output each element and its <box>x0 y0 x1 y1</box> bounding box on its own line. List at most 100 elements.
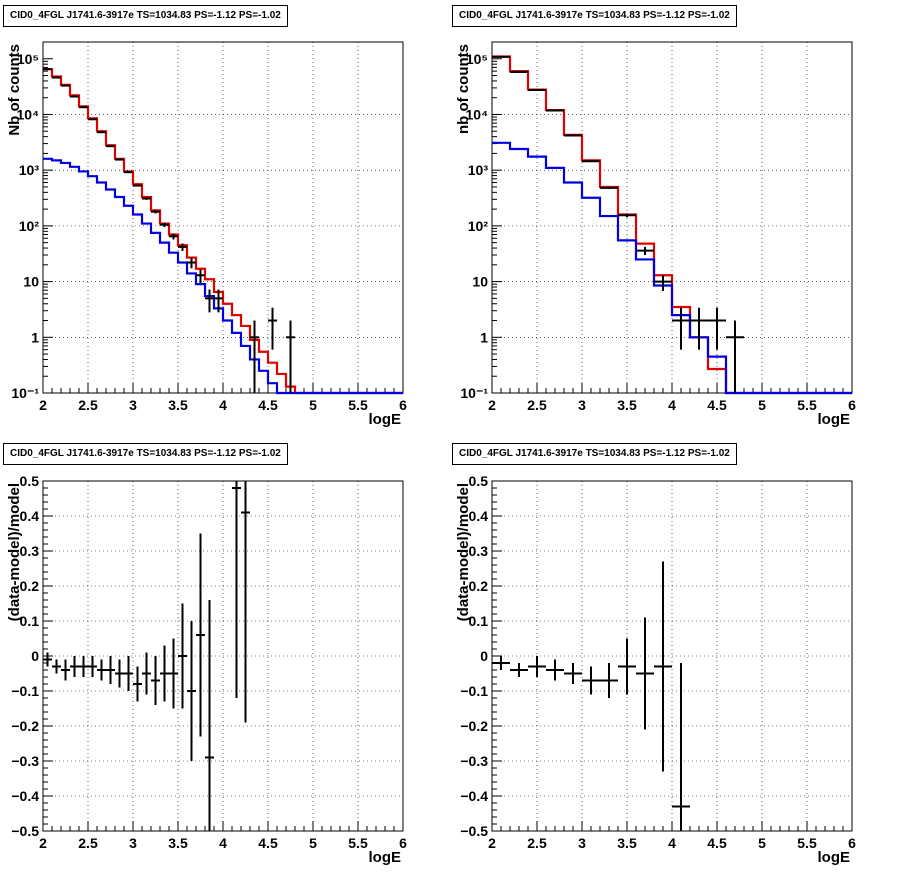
x-tick-label: 5.5 <box>797 397 817 413</box>
series-step-line-blue <box>492 141 852 395</box>
chart-title: CID0_4FGL J1741.6-3917e TS=1034.83 PS=-1… <box>3 5 288 27</box>
chart-title: CID0_4FGL J1741.6-3917e TS=1034.83 PS=-1… <box>3 443 288 465</box>
data-point <box>672 663 690 831</box>
data-point <box>97 659 106 681</box>
chart-title: CID0_4FGL J1741.6-3917e TS=1034.83 PS=-1… <box>452 443 737 465</box>
y-tick-label: 10⁵ <box>466 51 488 67</box>
y-tick-label: 10² <box>19 218 40 234</box>
x-tick-label: 5 <box>758 835 766 851</box>
y-tick-label: 10⁴ <box>17 106 40 122</box>
y-tick-label: −0.2 <box>11 718 39 734</box>
x-axis-label: logE <box>818 849 851 866</box>
x-tick-label: 2.5 <box>78 835 98 851</box>
data-point <box>151 656 160 705</box>
y-tick-label: 1 <box>31 329 39 345</box>
data-point <box>726 320 744 393</box>
data-point <box>654 274 672 291</box>
y-tick-label: −0.5 <box>460 823 488 839</box>
data-point <box>124 171 133 174</box>
y-tick-label: 10⁴ <box>466 106 489 122</box>
data-point <box>582 666 600 695</box>
y-tick-label: 0.3 <box>20 543 40 559</box>
y-tick-label: 10⁵ <box>17 51 39 67</box>
x-axis-label: logE <box>369 849 402 866</box>
data-point <box>564 663 582 684</box>
data-point <box>214 289 223 313</box>
data-point <box>160 645 169 702</box>
x-axis-label: logE <box>818 411 851 428</box>
data-point <box>178 603 187 709</box>
data-point <box>528 656 546 677</box>
y-tick-label: −0.4 <box>460 788 488 804</box>
data-point <box>61 659 70 681</box>
data-point <box>88 656 97 677</box>
chart-panel-3: 2 2.5 3 3.5 4 4.5 5 5.5 6 −0.5 −0.4 −0.3 −0.2 −0.1 0 0.… <box>6 473 407 866</box>
data-point <box>169 638 178 709</box>
y-tick-label: −0.2 <box>460 718 488 734</box>
data-point <box>70 656 79 677</box>
x-tick-label: 3 <box>129 397 137 413</box>
y-axis-label: (data-model)/model <box>455 483 472 621</box>
data-point <box>196 269 205 284</box>
data-point <box>286 320 295 393</box>
data-point <box>142 197 151 200</box>
x-tick-label: 3 <box>578 397 586 413</box>
data-point <box>546 659 564 681</box>
data-point <box>124 656 133 691</box>
y-tick-label: 0.2 <box>469 578 489 594</box>
data-point <box>492 656 510 670</box>
x-tick-label: 5 <box>758 397 766 413</box>
y-tick-label: 0.3 <box>469 543 489 559</box>
y-tick-label: 0.1 <box>469 613 489 629</box>
y-tick-label: 10 <box>472 274 488 290</box>
y-tick-label: 10³ <box>468 162 489 178</box>
x-tick-label: 6 <box>848 835 856 851</box>
y-tick-label: 0 <box>31 648 39 664</box>
data-point <box>636 246 654 256</box>
chart-panel-1: 2 2.5 3 3.5 4 4.5 5 5.5 6 10⁻¹ 1 10 10² 10³ 10⁴ 10⁵ logE… <box>6 41 407 428</box>
y-tick-label: 10 <box>23 274 39 290</box>
x-tick-label: 4.5 <box>707 397 727 413</box>
data-point <box>618 213 636 218</box>
data-point <box>43 652 52 667</box>
x-tick-label: 5.5 <box>348 397 368 413</box>
data-point <box>160 222 169 228</box>
data-point <box>178 243 187 251</box>
data-point <box>582 160 600 163</box>
y-tick-label: 10⁻¹ <box>11 385 39 401</box>
data-point <box>250 320 259 393</box>
data-point <box>654 561 672 772</box>
data-point <box>708 307 726 350</box>
data-point <box>106 145 115 148</box>
y-tick-label: 0.4 <box>20 508 40 524</box>
x-tick-label: 2 <box>488 835 496 851</box>
x-tick-label: 6 <box>399 835 407 851</box>
y-tick-label: 0.4 <box>469 508 489 524</box>
data-point <box>52 659 61 674</box>
y-axis-label: nb of counts <box>455 44 472 134</box>
chart-title: CID0_4FGL J1741.6-3917e TS=1034.83 PS=-1… <box>452 5 737 27</box>
x-tick-label: 5.5 <box>797 835 817 851</box>
data-point <box>142 652 151 695</box>
x-tick-label: 5 <box>309 835 317 851</box>
y-tick-label: −0.3 <box>460 753 488 769</box>
x-tick-label: 6 <box>848 397 856 413</box>
x-tick-label: 5.5 <box>348 835 368 851</box>
chart-panel-2: 2 2.5 3 3.5 4 4.5 5 5.5 6 10⁻¹ 1 10 10² 10³ 10⁴ 10⁵ logE… <box>455 41 856 428</box>
data-point <box>196 533 205 737</box>
x-tick-label: 2 <box>39 397 47 413</box>
y-tick-label: −0.1 <box>11 683 39 699</box>
data-point <box>115 659 124 688</box>
x-tick-label: 4 <box>219 835 227 851</box>
data-point <box>600 663 618 698</box>
y-tick-label: 0.1 <box>20 613 40 629</box>
data-point <box>690 307 708 350</box>
y-axis-label: (data-model)/model <box>6 483 23 621</box>
data-point <box>133 184 142 187</box>
y-tick-label: 0.2 <box>20 578 40 594</box>
x-tick-label: 2.5 <box>527 397 547 413</box>
y-tick-label: −0.4 <box>11 788 39 804</box>
y-tick-label: 10³ <box>19 162 40 178</box>
y-axis-label: Nb of counts <box>6 44 23 136</box>
